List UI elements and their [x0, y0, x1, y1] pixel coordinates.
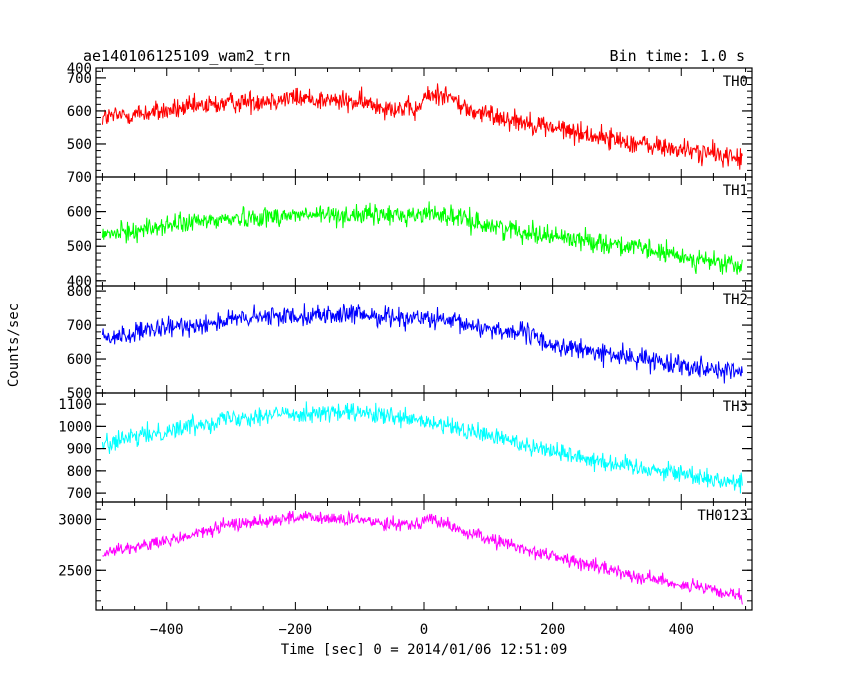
y-tick-label: 600 [67, 104, 92, 120]
y-tick-label: 600 [67, 352, 92, 368]
x-tick-label: 200 [540, 622, 565, 638]
y-tick-label: 2500 [58, 563, 92, 579]
y-tick-label: 700 [67, 318, 92, 334]
panel-label-th0: TH0 [723, 74, 748, 90]
x-axis: −400 −200 0 200 400 [150, 622, 694, 638]
y-tick-label: 3000 [58, 512, 92, 528]
series-line-th1 [101, 201, 743, 275]
chart-title-left: ae140106125109_wam2_trn [83, 47, 291, 65]
panels-group: TH0500600700400TH1400500600700TH25006007… [58, 61, 753, 611]
panel-th2: TH2 500 600 700 800 [67, 284, 753, 402]
panel-th0123: TH0123 2500 3000 [58, 501, 753, 611]
y-tick-label: 1100 [58, 397, 92, 413]
x-tick-label: −400 [150, 622, 184, 638]
x-tick-label: −200 [279, 622, 313, 638]
panel-frame [95, 67, 753, 178]
x-tick-label: 0 [420, 622, 428, 638]
panel-frame [95, 176, 753, 287]
series-line-th3 [101, 401, 743, 494]
panel-frame [95, 285, 753, 394]
y-tick-label: 800 [67, 284, 92, 300]
panel-label-th2: TH2 [723, 292, 748, 308]
panel-label-th1: TH1 [723, 183, 748, 199]
chart-title-right: Bin time: 1.0 s [610, 47, 745, 65]
x-tick-label: 400 [669, 622, 694, 638]
y-tick-label: 900 [67, 442, 92, 458]
y-tick-label: 1000 [58, 419, 92, 435]
y-tick-label: 500 [67, 137, 92, 153]
series-line-th2 [101, 303, 743, 384]
y-tick-label: 400 [67, 61, 92, 77]
y-tick-label: 700 [67, 170, 92, 186]
panel-th3: TH3 700 800 900 1000 1100 [58, 392, 753, 503]
panel-frame [95, 392, 753, 503]
panel-th1: TH1 400 500 600 700 [67, 170, 753, 290]
y-tick-label: 800 [67, 464, 92, 480]
y-tick-label: 500 [67, 239, 92, 255]
panel-label-th0123: TH0123 [697, 508, 748, 524]
x-axis-label: Time [sec] 0 = 2014/01/06 12:51:09 [281, 642, 568, 658]
y-tick-label: 500 [67, 386, 92, 402]
panel-label-th3: TH3 [723, 399, 748, 415]
y-tick-label: 400 [67, 274, 92, 290]
series-line-th0 [101, 83, 743, 170]
y-tick-label: 700 [67, 71, 92, 87]
series-line-th0123 [102, 510, 743, 605]
y-tick-label: 600 [67, 205, 92, 221]
y-tick-label: 700 [67, 486, 92, 502]
y-axis-label: Counts/sec [6, 303, 22, 387]
